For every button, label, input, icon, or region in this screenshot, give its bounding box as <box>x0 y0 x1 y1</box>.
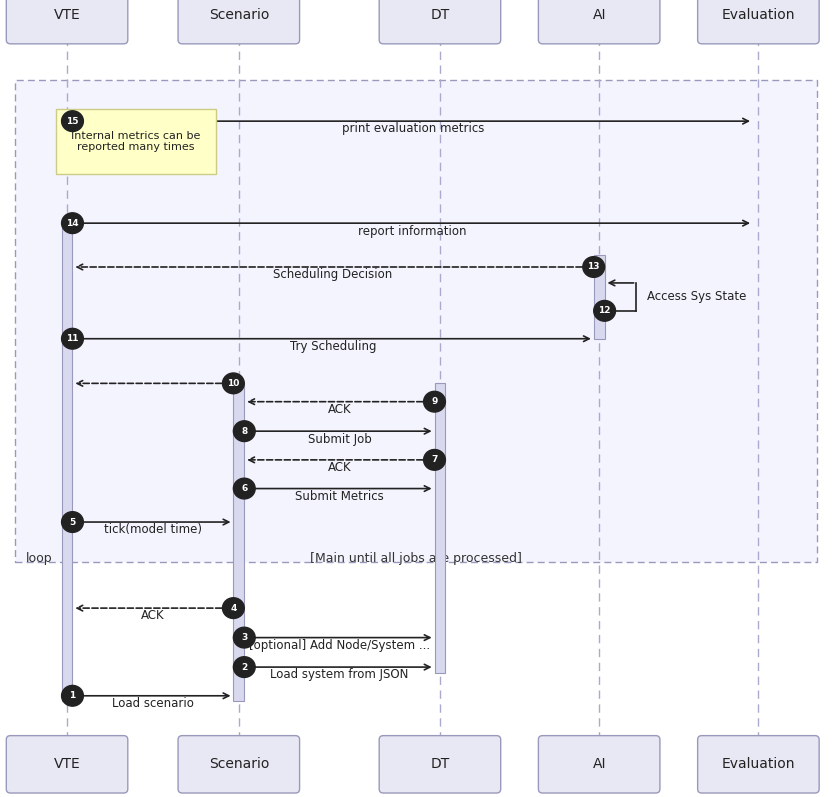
Circle shape <box>222 598 245 618</box>
Text: 12: 12 <box>598 306 611 316</box>
FancyBboxPatch shape <box>697 736 820 793</box>
Text: Load scenario: Load scenario <box>112 697 194 710</box>
Circle shape <box>62 685 84 706</box>
Circle shape <box>233 627 255 648</box>
Text: [optional] Add Node/System ...: [optional] Add Node/System ... <box>249 639 430 652</box>
FancyBboxPatch shape <box>379 736 501 793</box>
Circle shape <box>583 257 605 277</box>
Text: Evaluation: Evaluation <box>722 8 795 22</box>
Bar <box>62 223 72 701</box>
Text: Scenario: Scenario <box>209 8 269 22</box>
Text: 10: 10 <box>227 379 240 388</box>
Text: Load system from JSON: Load system from JSON <box>270 669 409 681</box>
Circle shape <box>62 111 84 132</box>
FancyBboxPatch shape <box>56 109 216 174</box>
Text: Access Sys State: Access Sys State <box>647 290 746 304</box>
Text: 11: 11 <box>66 334 79 344</box>
Text: 3: 3 <box>241 633 247 642</box>
FancyBboxPatch shape <box>538 0 660 44</box>
FancyBboxPatch shape <box>6 736 128 793</box>
Text: [Main until all jobs are processed]: [Main until all jobs are processed] <box>310 552 522 565</box>
Text: 15: 15 <box>66 116 79 126</box>
FancyBboxPatch shape <box>178 0 300 44</box>
Text: AI: AI <box>592 8 606 22</box>
Text: ACK: ACK <box>328 403 351 416</box>
Text: ACK: ACK <box>141 610 165 622</box>
Text: 13: 13 <box>587 262 600 272</box>
Circle shape <box>62 213 84 234</box>
Text: ACK: ACK <box>328 461 351 474</box>
Bar <box>233 383 245 701</box>
Circle shape <box>593 300 615 321</box>
Circle shape <box>233 421 255 442</box>
FancyBboxPatch shape <box>15 80 817 562</box>
Text: VTE: VTE <box>54 757 80 771</box>
Text: report information: report information <box>359 225 467 238</box>
Text: Try Scheduling: Try Scheduling <box>290 340 376 353</box>
Text: print evaluation metrics: print evaluation metrics <box>342 123 484 135</box>
Text: tick(model time): tick(model time) <box>104 524 202 536</box>
Text: 4: 4 <box>230 603 236 613</box>
Text: Scenario: Scenario <box>209 757 269 771</box>
Circle shape <box>62 512 84 532</box>
Text: Submit Metrics: Submit Metrics <box>295 490 384 503</box>
FancyBboxPatch shape <box>379 0 501 44</box>
Bar <box>593 255 605 339</box>
Text: DT: DT <box>431 8 449 22</box>
Circle shape <box>424 391 446 412</box>
Text: Scheduling Decision: Scheduling Decision <box>273 269 393 281</box>
FancyBboxPatch shape <box>178 736 300 793</box>
Circle shape <box>424 450 446 470</box>
Text: Internal metrics can be
reported many times: Internal metrics can be reported many ti… <box>71 131 201 152</box>
Text: 1: 1 <box>70 691 75 701</box>
FancyBboxPatch shape <box>6 0 128 44</box>
Bar <box>435 383 446 673</box>
Text: loop: loop <box>26 552 53 565</box>
Text: 9: 9 <box>432 397 437 406</box>
Text: VTE: VTE <box>54 8 80 22</box>
Circle shape <box>233 478 255 499</box>
Text: 8: 8 <box>241 426 247 436</box>
Text: Evaluation: Evaluation <box>722 757 795 771</box>
Text: DT: DT <box>431 757 449 771</box>
Text: 7: 7 <box>432 455 437 465</box>
Text: 2: 2 <box>241 662 247 672</box>
FancyBboxPatch shape <box>697 0 820 44</box>
Circle shape <box>233 657 255 677</box>
Circle shape <box>62 328 84 349</box>
Text: 5: 5 <box>70 517 75 527</box>
FancyBboxPatch shape <box>538 736 660 793</box>
Text: AI: AI <box>592 757 606 771</box>
Text: 14: 14 <box>66 218 79 228</box>
Circle shape <box>222 373 245 394</box>
Text: 6: 6 <box>241 484 247 493</box>
Text: Submit Job: Submit Job <box>308 433 371 446</box>
